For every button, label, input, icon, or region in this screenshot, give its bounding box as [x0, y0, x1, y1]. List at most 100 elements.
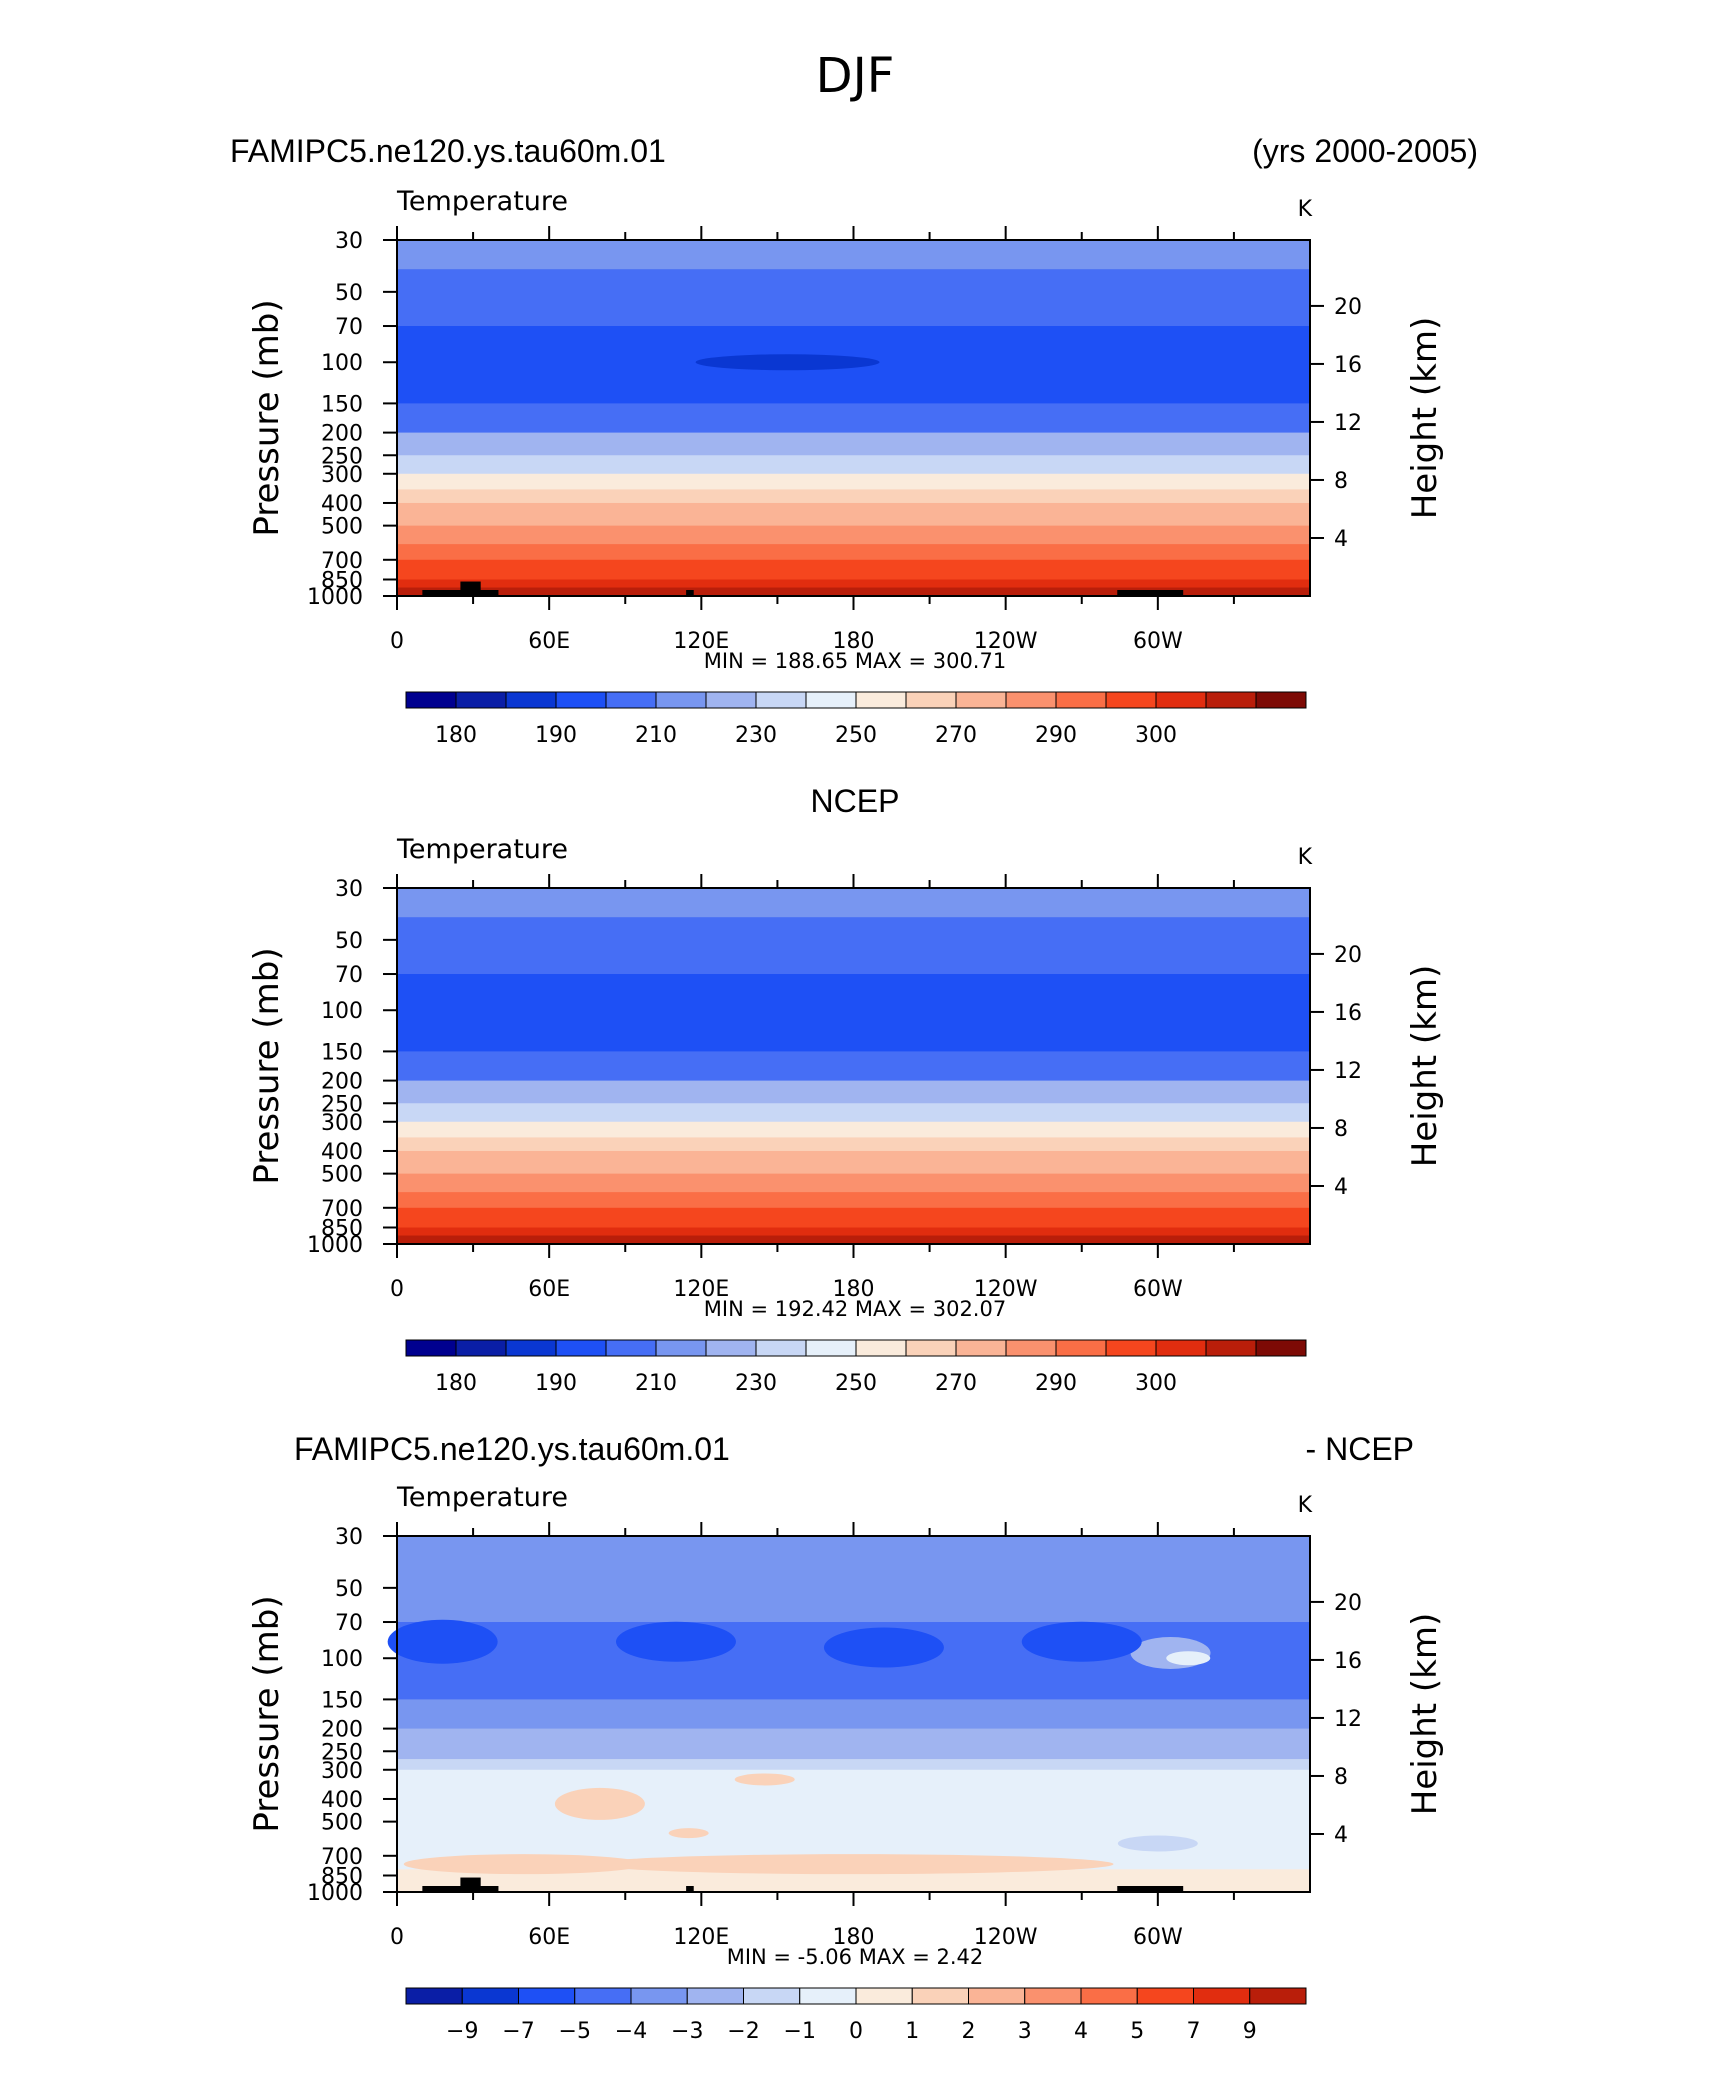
colorbar-box	[855, 691, 907, 709]
contour-feature	[695, 354, 880, 371]
y-axis-label: Pressure (mb)	[247, 1595, 287, 1832]
y2-tick-label: 12	[1334, 411, 1362, 436]
y2-tick-label: 8	[1334, 469, 1348, 494]
colorbar-box	[605, 691, 657, 709]
y-tick-label: 850	[321, 1865, 363, 1890]
land-mask	[686, 590, 694, 596]
y-tick-label: 700	[321, 549, 363, 574]
colorbar-label: 270	[935, 1371, 977, 1396]
y2-tick-label: 16	[1334, 1001, 1362, 1026]
y-tick-label: 400	[321, 1140, 363, 1165]
colorbar-box	[505, 1339, 557, 1357]
y-tick-label: 700	[321, 1845, 363, 1870]
x-tick-label: 180	[833, 1277, 875, 1302]
land-mask	[460, 581, 481, 596]
contour-band	[397, 1536, 1310, 1607]
min-max-text: MIN = -5.06 MAX = 2.42	[727, 1945, 984, 1969]
y-tick-label: 30	[335, 1525, 363, 1550]
colorbar-box	[799, 1987, 857, 2005]
y-axis-label: Pressure (mb)	[247, 299, 287, 536]
y-tick-label: 50	[335, 281, 363, 306]
y-tick-label: 70	[335, 315, 363, 340]
colorbar-label: 190	[535, 1371, 577, 1396]
colorbar-box	[655, 691, 707, 709]
colorbar-box	[1136, 1987, 1194, 2005]
colorbar-box	[705, 1339, 757, 1357]
colorbar-label: −2	[727, 2019, 759, 2044]
colorbar-label: 290	[1035, 723, 1077, 748]
contour-band	[397, 559, 1310, 581]
x-tick-label: 60E	[528, 1925, 570, 1950]
y-tick-label: 100	[321, 351, 363, 376]
y-tick-label: 100	[321, 1647, 363, 1672]
contour-band	[397, 362, 1310, 404]
colorbar-box	[755, 691, 807, 709]
y-tick-label: 70	[335, 963, 363, 988]
y-tick-label: 200	[321, 1070, 363, 1095]
colorbar-box	[1249, 1987, 1307, 2005]
colorbar-box	[1080, 1987, 1138, 2005]
colorbar-box	[574, 1987, 632, 2005]
colorbar-box	[405, 691, 457, 709]
y-tick-label: 300	[321, 463, 363, 488]
colorbar-label: 230	[735, 723, 777, 748]
y2-tick-label: 4	[1334, 527, 1348, 552]
y-tick-label: 500	[321, 1163, 363, 1188]
x-tick-label: 0	[390, 1277, 404, 1302]
colorbar-box	[705, 691, 757, 709]
colorbar-label: −5	[559, 2019, 591, 2044]
y-tick-label: 400	[321, 1788, 363, 1813]
contour-band	[397, 579, 1310, 589]
x-tick-label: 120E	[673, 629, 729, 654]
colorbar-box	[911, 1987, 969, 2005]
y-tick-label: 30	[335, 229, 363, 254]
contour-feature	[615, 1621, 736, 1662]
y2-axis-label: Height (km)	[1405, 317, 1445, 520]
colorbar-box	[1255, 1339, 1307, 1357]
y2-tick-label: 16	[1334, 1649, 1362, 1674]
panel-ncep: 0 60E 120E 180 120W 60W3050701001502002503004…	[247, 834, 1445, 1396]
contour-band	[397, 403, 1310, 434]
colorbar-box	[1255, 691, 1307, 709]
x-tick-label: 120E	[673, 1277, 729, 1302]
y-tick-label: 30	[335, 877, 363, 902]
contour-band	[397, 1235, 1310, 1245]
contour-feature	[734, 1773, 795, 1786]
y-tick-label: 300	[321, 1111, 363, 1136]
colorbar-box	[1155, 691, 1207, 709]
contour-band	[397, 587, 1310, 597]
y2-tick-label: 4	[1334, 1823, 1348, 1848]
colorbar-label: 300	[1135, 1371, 1177, 1396]
colorbar-label: 210	[635, 723, 677, 748]
units-label: K	[1298, 1493, 1313, 1518]
colorbar-box	[1005, 1339, 1057, 1357]
colorbar-box	[1105, 691, 1157, 709]
y2-tick-label: 8	[1334, 1765, 1348, 1790]
colorbar-box	[1205, 1339, 1257, 1357]
contour-band	[397, 1869, 1310, 1893]
colorbar-box	[905, 691, 957, 709]
y-tick-label: 100	[321, 999, 363, 1024]
y-axis-label: Pressure (mb)	[247, 947, 287, 1184]
x-tick-label: 0	[390, 629, 404, 654]
colorbar-label: −4	[615, 2019, 647, 2044]
colorbar-box	[805, 1339, 857, 1357]
colorbar-label: 7	[1187, 2019, 1201, 2044]
colorbar-label: 300	[1135, 723, 1177, 748]
x-tick-label: 180	[833, 629, 875, 654]
panel2-title: NCEP	[811, 783, 900, 819]
colorbar-box	[1055, 691, 1107, 709]
y-tick-label: 700	[321, 1197, 363, 1222]
units-label: K	[1298, 197, 1313, 222]
x-tick-label: 120W	[974, 1925, 1038, 1950]
colorbar-box	[555, 691, 607, 709]
colorbar-label: −1	[784, 2019, 816, 2044]
contour-band	[397, 974, 1310, 1011]
colorbar-label: 2	[962, 2019, 976, 2044]
colorbar-box	[555, 1339, 607, 1357]
contour-feature	[1117, 1835, 1198, 1852]
y-tick-label: 400	[321, 492, 363, 517]
panel3-case-name: FAMIPC5.ne120.ys.tau60m.01	[294, 1431, 730, 1467]
colorbar-box	[630, 1987, 688, 2005]
y-tick-label: 850	[321, 569, 363, 594]
